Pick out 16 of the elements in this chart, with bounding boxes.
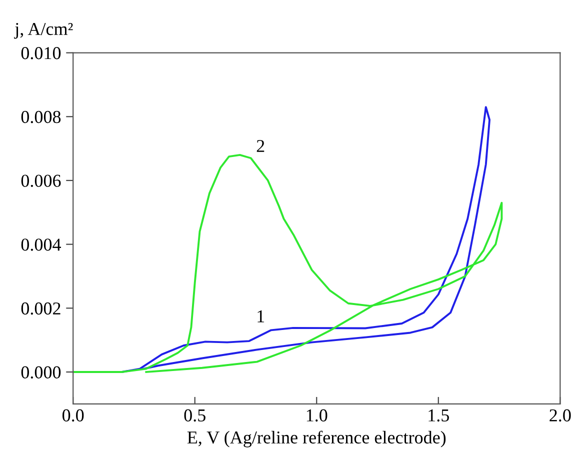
series-label: 2 — [256, 140, 264, 152]
y-tick-label: 0.010 — [21, 47, 61, 60]
x-tick-label: 1.5 — [428, 409, 449, 422]
y-tick-label: 0.002 — [21, 302, 60, 315]
x-axis-title: E, V (Ag/reline reference electrode) — [187, 430, 446, 448]
x-tick-label: 0.5 — [184, 409, 206, 422]
y-tick-label: 0.006 — [21, 174, 61, 187]
y-tick-label: 0.004 — [21, 238, 61, 251]
y-tick-label: 0.000 — [21, 366, 61, 379]
series-label: 1 — [258, 310, 264, 322]
x-tick-label: 1.0 — [306, 409, 328, 422]
x-tick-label: 0.0 — [62, 409, 84, 422]
y-axis-title: j, A/cm² — [14, 22, 73, 39]
line-series — [73, 154, 503, 373]
y-tick-label: 0.008 — [21, 110, 61, 124]
x-tick-label: 2.0 — [550, 409, 571, 422]
